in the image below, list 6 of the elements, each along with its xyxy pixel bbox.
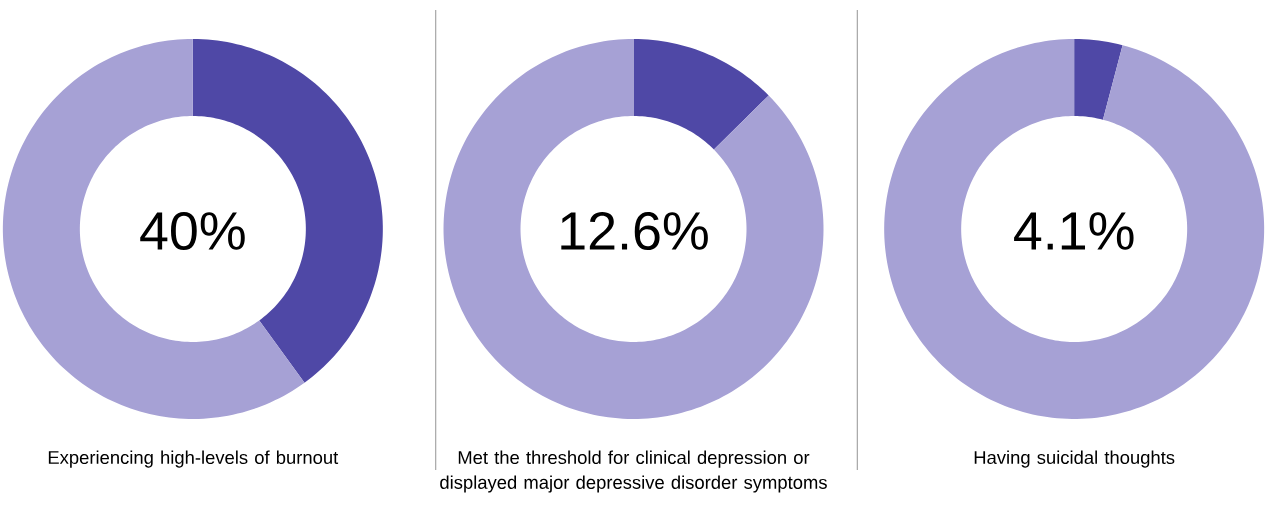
text: 40%: [140, 211, 245, 251]
text: 12.6%: [561, 211, 708, 251]
text: Experiencing high-levels of burnout: [48, 450, 339, 468]
text: Met the threshold for clinical depression or displayed major depressive disorder symptoms: [440, 450, 827, 493]
text: Having suicidal thoughts: [974, 450, 1175, 468]
text: 4.1%: [1014, 212, 1134, 250]
